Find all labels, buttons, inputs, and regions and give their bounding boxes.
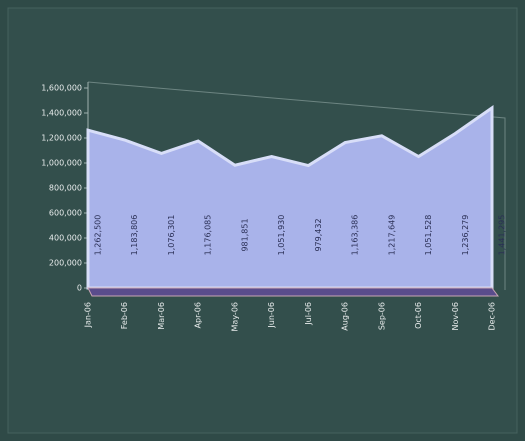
x-tick-label: May-06 xyxy=(230,302,239,331)
x-tick-label: Feb-06 xyxy=(120,302,129,329)
x-tick-label: Nov-06 xyxy=(451,302,460,330)
x-tick-label: Jul-06 xyxy=(304,302,313,326)
data-label: 979,432 xyxy=(314,218,323,251)
x-tick-label: Apr-06 xyxy=(194,302,203,328)
x-tick-label: Oct-06 xyxy=(414,302,423,329)
data-label: 1,236,279 xyxy=(461,215,470,256)
x-tick-label: Aug-06 xyxy=(341,302,350,331)
x-tick-label: Jun-06 xyxy=(267,302,276,329)
back-wall xyxy=(87,81,506,290)
data-label: 1,183,806 xyxy=(130,215,139,256)
y-tick-label: 1,400,000 xyxy=(41,109,82,118)
y-tick-label: 1,600,000 xyxy=(41,84,82,93)
data-label: 1,163,386 xyxy=(351,215,360,256)
y-tick-label: 800,000 xyxy=(49,184,82,193)
y-tick-label: 1,200,000 xyxy=(41,134,82,143)
y-tick-label: 200,000 xyxy=(49,259,82,268)
area xyxy=(86,104,494,290)
data-label: 1,217,649 xyxy=(387,215,396,256)
x-tick-label: Sep-06 xyxy=(377,302,386,330)
y-tick-label: 1,000,000 xyxy=(41,159,82,168)
x-tick-label: Mar-06 xyxy=(157,302,166,330)
data-label: 1,051,930 xyxy=(277,215,286,256)
data-label: 1,076,301 xyxy=(167,215,176,256)
data-label: 1,262,500 xyxy=(94,215,103,256)
y-tick-label: 400,000 xyxy=(49,234,82,243)
data-label: 981,851 xyxy=(240,218,249,251)
x-tick-label: Dec-06 xyxy=(488,302,497,331)
data-label: 1,051,528 xyxy=(424,215,433,256)
y-tick-label: 0 xyxy=(77,284,82,293)
y-tick-label: 600,000 xyxy=(49,209,82,218)
data-label: 1,441,295 xyxy=(498,215,507,256)
floor xyxy=(87,287,499,297)
x-tick-label: Jan-06 xyxy=(84,302,93,328)
data-label: 1,176,085 xyxy=(204,215,213,256)
